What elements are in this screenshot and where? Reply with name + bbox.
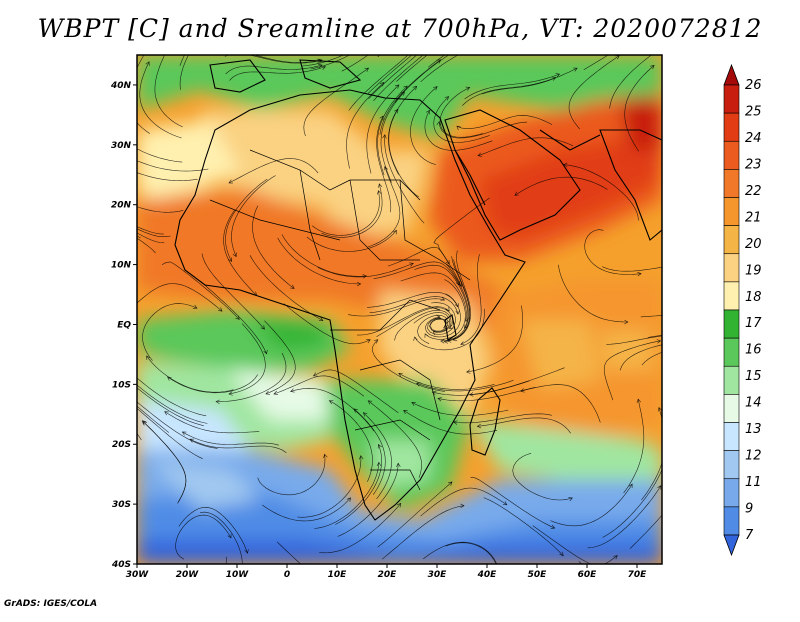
colorbar-segment [723,225,740,255]
y-tick-label: 20S [112,440,131,450]
colorbar-label: 17 [745,316,762,331]
x-tick-label: 20E [378,570,398,580]
colorbar-label: 9 [745,502,753,517]
colorbar-label: 25 [745,104,762,119]
colorbar-label: 19 [745,263,762,278]
x-tick-label: 10W [226,570,250,580]
colorbar-segment [723,450,740,480]
y-tick-label: 40S [111,560,131,570]
x-tick-label: 10E [328,570,348,580]
y-tick-label: 20N [111,201,132,211]
colorbar-bottom-arrow [723,534,740,557]
colorbar-label: 23 [745,157,762,172]
colorbar-segment [723,84,740,114]
colorbar-segment [723,281,740,311]
y-tick-label: 40N [110,81,132,91]
colorbar-label: 13 [745,422,762,437]
colorbar-segment [723,422,740,451]
colorbar-label: 20 [745,237,762,252]
x-tick-label: 60E [578,570,598,580]
colorbar-segment [723,169,740,198]
x-axis: 30W 20W 10W 0 10E 20E 30E 40E 50E 60E 70E [126,564,647,580]
colorbar-segment [723,140,740,170]
colorbar-label: 12 [745,449,762,464]
x-tick-label: 70E [628,570,648,580]
x-tick-label: 50E [528,570,548,580]
colorbar-segment [723,253,740,283]
country-borders [209,149,471,491]
colorbar-label: 24 [745,131,762,146]
colorbar-label: 7 [745,528,754,543]
colorbar-label: 21 [745,210,762,225]
colorbar-segment [723,506,740,536]
colorbar-label: 11 [745,475,762,490]
y-tick-label: 10S [112,380,131,390]
y-axis: 40N 30N 20N 10N EQ 10S 20S 30S 40S [110,81,137,570]
coastlines [174,59,662,521]
chart-title: WBPT [C] and Sreamline at 700hPa, VT: 20… [37,14,763,43]
colorbar-segment [723,478,740,508]
colorbar-label: 26 [745,78,762,93]
y-tick-label: 30S [112,500,131,510]
streamlines [137,55,662,564]
colorbar-label: 22 [745,184,762,199]
colorbar-top-arrow [723,63,740,86]
y-tick-label: 30N [111,141,132,151]
y-tick-label: 10N [111,261,132,271]
x-tick-label: 30E [428,570,448,580]
colorbar-label: 15 [745,369,762,384]
x-tick-label: 30W [126,570,150,580]
wbpt-shading [137,55,662,564]
colorbar-segment [723,394,740,423]
footer-credit: GrADS: IGES/COLA [4,599,98,609]
colorbar-segment [723,309,740,339]
colorbar-segment [723,337,740,367]
x-tick-label: 40E [477,570,498,580]
colorbar-segment [723,365,740,395]
plot-frame [136,54,663,565]
colorbar-segment [723,112,740,142]
x-tick-label: 0 [284,570,290,580]
colorbar-label: 16 [745,343,762,358]
colorbar-label: 14 [745,396,762,411]
colorbar-label: 18 [745,290,762,305]
colorbar-segment [723,197,740,226]
colorbar: 26 25 24 23 22 21 20 19 18 17 16 15 14 13 12 11 9 7 [723,63,762,557]
x-tick-label: 20W [176,570,200,580]
y-tick-label: EQ [117,320,131,330]
